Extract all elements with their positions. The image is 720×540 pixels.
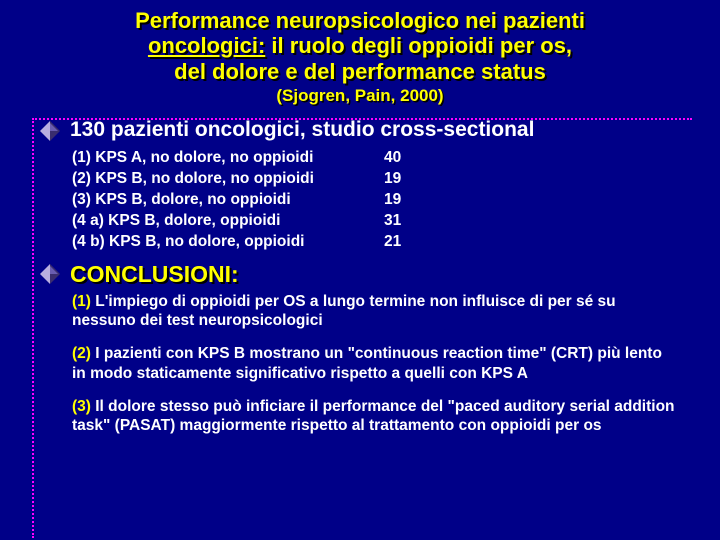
conclusion-text: Il dolore stesso può inficiare il perfor…	[72, 398, 675, 434]
slide-title: Performance neuropsicologico nei pazient…	[40, 8, 680, 84]
group-n: 31	[384, 211, 401, 232]
groups-counts: 40 19 19 31 21	[384, 148, 401, 253]
title-line-2a: oncologici:	[148, 33, 265, 58]
citation: (Sjogren, Pain, 2000)	[40, 86, 680, 106]
groups-labels: (1) KPS A, no dolore, no oppioidi (2) KP…	[72, 148, 314, 253]
conclusion-text: I pazienti con KPS B mostrano un "contin…	[72, 345, 662, 381]
group-label: (4 a) KPS B, dolore, oppioidi	[72, 211, 314, 232]
content: 130 pazienti oncologici, studio cross-se…	[40, 118, 700, 436]
dotted-top	[32, 118, 692, 120]
group-label: (2) KPS B, no dolore, no oppioidi	[72, 169, 314, 190]
group-n: 21	[384, 232, 401, 253]
conclusion-num: (3)	[72, 398, 95, 415]
title-line-2b: il ruolo degli oppioidi per os,	[265, 33, 572, 58]
groups-table: (1) KPS A, no dolore, no oppioidi (2) KP…	[72, 148, 700, 253]
conclusion-item: (1) L'impiego di oppioidi per OS a lungo…	[72, 292, 680, 331]
conclusion-item: (3) Il dolore stesso può inficiare il pe…	[72, 397, 680, 436]
group-label: (4 b) KPS B, no dolore, oppioidi	[72, 232, 314, 253]
group-n: 19	[384, 169, 401, 190]
title-line-3: del dolore e del performance status	[174, 59, 546, 84]
title-line-1: Performance neuropsicologico nei pazient…	[135, 8, 585, 33]
conclusioni-row: CONCLUSIONI:	[40, 261, 700, 288]
dotted-left	[32, 118, 34, 538]
group-label: (1) KPS A, no dolore, no oppioidi	[72, 148, 314, 169]
diamond-bullet-icon	[40, 121, 60, 141]
diamond-bullet-icon	[40, 264, 60, 284]
intro-text: 130 pazienti oncologici, studio cross-se…	[70, 118, 534, 142]
group-label: (3) KPS B, dolore, no oppioidi	[72, 190, 314, 211]
conclusion-num: (1)	[72, 293, 95, 310]
intro-row: 130 pazienti oncologici, studio cross-se…	[40, 118, 700, 142]
conclusion-text: L'impiego di oppioidi per OS a lungo ter…	[72, 293, 616, 329]
title-block: Performance neuropsicologico nei pazient…	[0, 0, 720, 108]
conclusioni-heading: CONCLUSIONI:	[70, 261, 239, 288]
conclusion-item: (2) I pazienti con KPS B mostrano un "co…	[72, 344, 680, 383]
group-n: 19	[384, 190, 401, 211]
conclusion-num: (2)	[72, 345, 95, 362]
group-n: 40	[384, 148, 401, 169]
